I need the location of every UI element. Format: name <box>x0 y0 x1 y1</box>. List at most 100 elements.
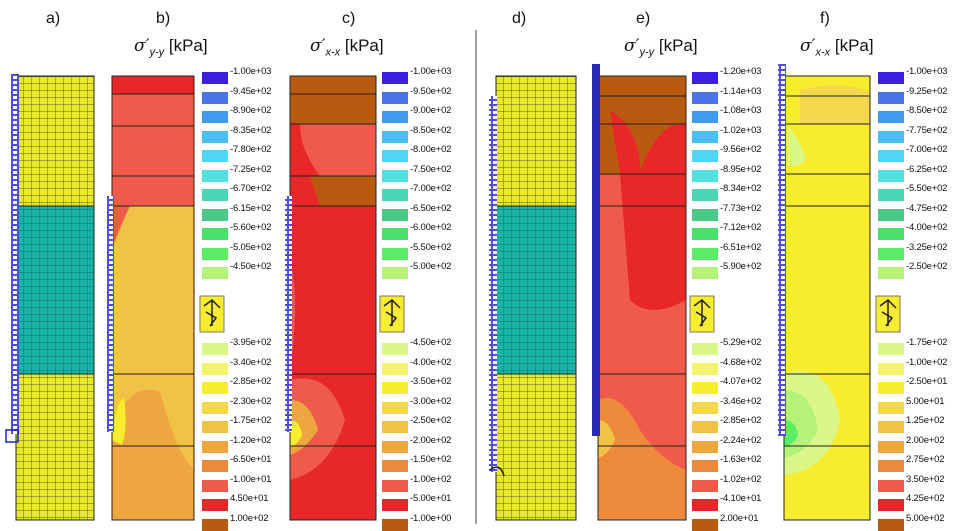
legend-swatch <box>878 343 904 355</box>
legend-value: -1.20e+02 <box>230 434 272 446</box>
legend-value: -1.63e+02 <box>720 454 762 465</box>
wall-a <box>11 74 19 434</box>
legend-c: -1.00e+03 -9.50e+02 -9.00e+02 -8.50e+02 -8.0… <box>380 0 476 531</box>
legend-value: -7.50e+02 <box>410 163 452 175</box>
legend-swatch <box>382 518 408 531</box>
legend-value: -3.50e+02 <box>410 376 452 387</box>
legend-swatch <box>202 479 228 492</box>
legend-value: -4.00e+02 <box>410 356 452 368</box>
title-c: σ′x-x [kPa] <box>310 36 384 59</box>
legend-value: 1.25e+02 <box>906 415 945 426</box>
legend-swatch <box>382 247 408 260</box>
legend-swatch <box>382 499 408 511</box>
legend-value: -6.70e+02 <box>230 183 272 194</box>
panel-label-a: a) <box>46 10 61 27</box>
legend-value: -9.50e+02 <box>410 85 452 97</box>
legend-value: -1.75e+02 <box>230 415 272 426</box>
legend-swatch <box>692 228 718 240</box>
legend-b: -1.00e+03 -9.45e+02 -8.90e+02 -8.35e+02 -7.8… <box>200 0 290 531</box>
legend-value: -2.24e+02 <box>720 434 762 446</box>
legend-value: -9.00e+02 <box>410 105 452 116</box>
excavation-model-icon <box>199 295 225 333</box>
panel-label-e: e) <box>636 10 651 27</box>
legend-swatch <box>878 111 904 123</box>
legend-value: -1.00e+00 <box>410 512 452 524</box>
legend-value: -8.34e+02 <box>720 183 762 194</box>
title-f: σ′x-x [kPa] <box>800 36 874 59</box>
legend-swatch <box>202 499 228 511</box>
legend-swatch <box>382 267 408 279</box>
legend-value: -8.00e+02 <box>410 144 452 155</box>
legend-value: -8.90e+02 <box>230 105 272 116</box>
legend-swatch <box>878 401 904 414</box>
legend-swatch <box>202 169 228 182</box>
legend-value: 2.00e+02 <box>906 434 945 446</box>
legend-swatch <box>692 130 718 143</box>
legend-swatch <box>202 150 228 162</box>
legend-f: -1.00e+03 -9.25e+02 -8.50e+02 -7.75e+02 -7.0… <box>876 0 959 531</box>
legend-swatch <box>382 460 408 472</box>
legend-swatch <box>878 189 904 201</box>
legend-value: -1.08e+03 <box>720 105 762 116</box>
legend-swatch <box>202 518 228 531</box>
legend-swatch <box>382 130 408 143</box>
legend-swatch <box>692 208 718 221</box>
wall-b <box>107 196 114 432</box>
legend-value: -1.20e+03 <box>720 66 762 77</box>
legend-swatch <box>692 382 718 394</box>
legend-value: -5.29e+02 <box>720 337 762 348</box>
legend-value: -2.50e+02 <box>906 261 948 272</box>
legend-swatch <box>382 401 408 414</box>
legend-value: -7.25e+02 <box>230 163 272 175</box>
legend-value: -5.50e+02 <box>410 241 452 253</box>
legend-swatch <box>692 91 718 104</box>
legend-swatch <box>202 91 228 104</box>
wall-e <box>592 64 600 436</box>
legend-swatch <box>202 130 228 143</box>
legend-swatch <box>878 91 904 104</box>
legend-swatch <box>878 130 904 143</box>
legend-value: -9.45e+02 <box>230 85 272 97</box>
legend-value: -7.12e+02 <box>720 222 762 233</box>
legend-swatch <box>692 267 718 279</box>
legend-swatch <box>382 111 408 123</box>
legend-swatch <box>878 499 904 511</box>
panel-label-f: f) <box>820 10 830 27</box>
legend-value: -4.68e+02 <box>720 356 762 368</box>
legend-value: -3.00e+02 <box>410 395 452 407</box>
legend-swatch <box>692 189 718 201</box>
legend-swatch <box>202 401 228 414</box>
legend-swatch <box>878 169 904 182</box>
legend-swatch <box>202 440 228 453</box>
legend-swatch <box>202 421 228 433</box>
legend-value: 2.00e+01 <box>720 512 759 524</box>
legend-value: -8.50e+02 <box>410 124 452 136</box>
legend-value: -3.25e+02 <box>906 241 948 253</box>
legend-value: -3.95e+02 <box>230 337 272 348</box>
legend-value: 2.75e+02 <box>906 454 945 465</box>
legend-swatch <box>202 267 228 279</box>
legend-value: -1.50e+02 <box>410 454 452 465</box>
legend-value: -4.00e+02 <box>906 222 948 233</box>
legend-swatch <box>878 479 904 492</box>
wall-f <box>778 64 786 436</box>
legend-swatch <box>878 208 904 221</box>
legend-value: -3.46e+02 <box>720 395 762 407</box>
legend-swatch <box>692 343 718 355</box>
legend-value: 5.00e+02 <box>906 512 945 524</box>
legend-swatch <box>202 111 228 123</box>
legend-swatch <box>202 189 228 201</box>
legend-value: -2.00e+02 <box>410 434 452 446</box>
legend-value: -6.50e+02 <box>410 202 452 214</box>
legend-value: -1.00e+03 <box>906 66 948 77</box>
legend-value: -6.00e+02 <box>410 222 452 233</box>
legend-value: -5.50e+02 <box>906 183 948 194</box>
legend-swatch <box>382 189 408 201</box>
legend-value: -7.00e+02 <box>410 183 452 194</box>
legend-swatch <box>382 382 408 394</box>
legend-swatch <box>382 362 408 375</box>
legend-swatch <box>692 72 718 84</box>
wall-c <box>285 196 292 432</box>
legend-value: -8.50e+02 <box>906 105 948 116</box>
